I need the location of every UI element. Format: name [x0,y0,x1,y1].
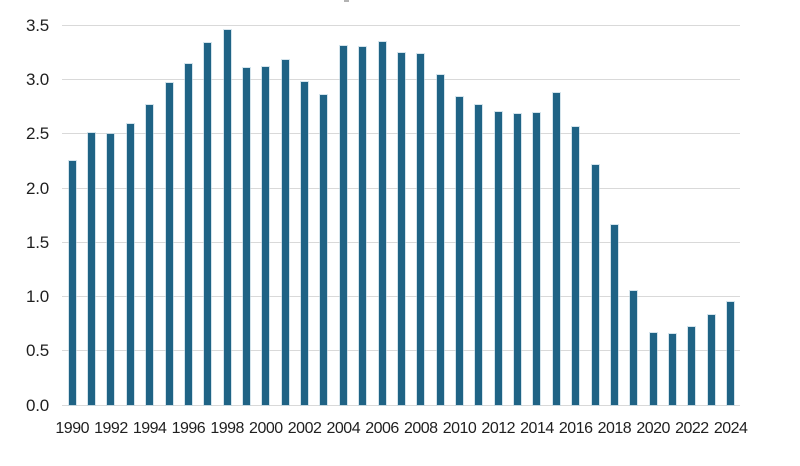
x-tick-label-2014: 2014 [520,420,554,437]
x-tick-label-2010: 2010 [442,420,477,437]
bar-2009 [436,75,444,406]
bar-1994 [146,105,154,406]
bar-2008 [417,54,425,406]
bar-2015 [552,93,560,406]
bar-2005 [359,46,367,406]
bar-1990 [68,160,76,406]
bar-2018 [610,224,618,406]
x-tick-label-1998: 1998 [210,420,244,437]
y-tick-label-0.0: 0.0 [25,395,49,415]
x-tick-label-2022: 2022 [675,420,709,437]
y-tick-label-1.0: 1.0 [25,287,49,307]
bar-2013 [514,114,522,406]
y-tick-label-3.5: 3.5 [25,15,49,35]
x-tick-label-2006: 2006 [365,420,399,437]
bar-2021 [669,333,676,406]
bar-2007 [397,53,405,406]
bar-1999 [242,68,250,406]
x-tick-label-2024: 2024 [713,420,748,437]
y-tick-label-1.5: 1.5 [25,232,49,252]
bar-2006 [378,42,386,406]
bar-2003 [320,94,328,406]
x-tick-label-2008: 2008 [403,420,438,437]
bar-1992 [107,133,115,406]
x-tick-label-2018: 2018 [597,420,632,437]
y-tick-label-2.5: 2.5 [25,124,49,144]
x-tick-label-2004: 2004 [326,420,361,437]
bar-2000 [262,67,270,406]
bar-1996 [184,64,192,406]
bar-2010 [456,96,463,406]
bar-2017 [591,165,599,406]
x-tick-label-2002: 2002 [287,420,322,437]
x-tick-label-2000: 2000 [249,420,283,437]
x-tick-label-2012: 2012 [481,420,516,437]
x-tick-label-1994: 1994 [132,420,167,437]
bar-2002 [301,81,309,406]
x-tick-label-2016: 2016 [558,420,593,437]
gridline-0.0 [62,404,740,406]
gridline-3.5 [62,24,740,26]
bar-2012 [494,111,502,406]
bar-2020 [649,332,657,406]
bar-2016 [572,127,580,406]
bar-2004 [339,45,347,406]
x-tick-label-2020: 2020 [636,420,670,437]
bar-1995 [165,82,173,406]
y-tick-label-2.0: 2.0 [25,178,49,198]
bar-2024 [727,302,735,406]
bar-2001 [281,59,289,406]
bar-1997 [204,43,212,406]
x-tick-label-1996: 1996 [171,420,206,437]
bar-2011 [475,105,483,406]
bar-1993 [126,123,134,406]
y-tick-label-3.0: 3.0 [25,69,49,89]
bar-1991 [88,132,96,406]
bar-2014 [533,113,541,406]
bar-1998 [223,30,231,406]
x-tick-label-1992: 1992 [94,420,128,437]
cropped-text-fragment [344,0,349,2]
bar-2022 [688,327,696,406]
y-tick-label-0.5: 0.5 [25,341,49,361]
bar-2019 [630,291,638,406]
bar-2023 [707,315,715,406]
x-tick-label-1990: 1990 [55,420,89,437]
